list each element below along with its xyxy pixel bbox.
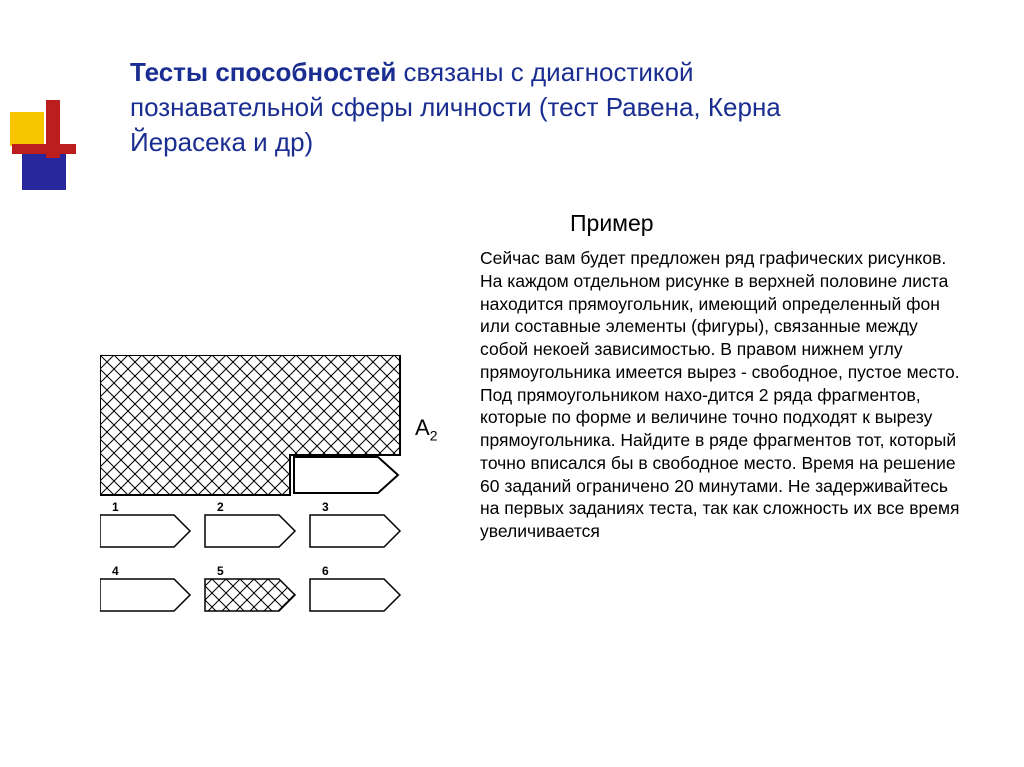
answer-tile <box>100 515 190 547</box>
answer-tile <box>205 579 295 611</box>
example-title: Пример <box>570 210 654 237</box>
tile-label: 4 <box>112 564 119 578</box>
slide-heading: Тесты способностей связаны с диагностико… <box>130 55 890 160</box>
slide-logo <box>10 100 80 200</box>
answer-tile <box>310 579 400 611</box>
answer-tile <box>100 579 190 611</box>
answer-tile <box>310 515 400 547</box>
raven-figure: 1 2 3 4 5 6 <box>100 355 460 635</box>
answer-tile <box>205 515 295 547</box>
tile-label: 6 <box>322 564 329 578</box>
tile-label: 3 <box>322 500 329 514</box>
heading-bold: Тесты способностей <box>130 57 396 87</box>
tile-label: 5 <box>217 564 224 578</box>
example-body: Сейчас вам будет предложен ряд графическ… <box>480 247 970 543</box>
tile-label: 2 <box>217 500 224 514</box>
tile-label: 1 <box>112 500 119 514</box>
